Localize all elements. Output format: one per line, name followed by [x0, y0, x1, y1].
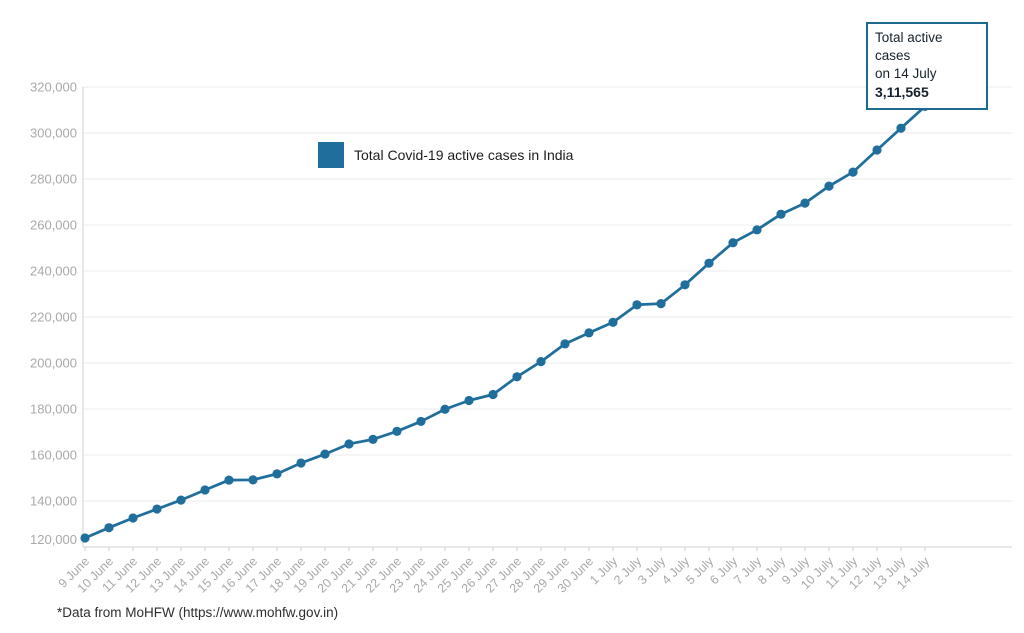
svg-text:300,000: 300,000 — [30, 126, 77, 141]
data-point — [848, 167, 858, 177]
annotation-line1: Total active cases — [875, 30, 943, 63]
data-point — [488, 389, 498, 400]
data-point — [152, 504, 162, 514]
annotation-value: 3,11,565 — [875, 84, 929, 101]
data-point — [584, 328, 594, 338]
svg-text:180,000: 180,000 — [30, 402, 77, 417]
legend: Total Covid-19 active cases in India — [318, 142, 573, 168]
svg-text:280,000: 280,000 — [30, 172, 77, 187]
gridlines — [83, 86, 1012, 548]
data-point — [776, 209, 786, 219]
data-point — [560, 339, 570, 349]
data-point — [224, 475, 234, 485]
data-point — [512, 372, 522, 382]
data-point — [632, 300, 642, 310]
data-source-footnote: *Data from MoHFW (https://www.mohfw.gov.… — [57, 605, 339, 620]
y-axis-labels: 120,000 140,000 160,000 180,000 200,000 220,0… — [30, 80, 77, 548]
data-point — [344, 439, 354, 449]
svg-text:260,000: 260,000 — [30, 218, 77, 233]
svg-text:120,000: 120,000 — [30, 532, 77, 547]
svg-text:200,000: 200,000 — [30, 356, 77, 371]
data-point — [128, 513, 138, 523]
data-point — [656, 299, 666, 309]
data-points — [80, 101, 930, 543]
data-point — [368, 434, 378, 444]
data-point — [680, 280, 690, 290]
svg-text:140,000: 140,000 — [30, 494, 77, 509]
svg-text:320,000: 320,000 — [30, 80, 77, 95]
data-point — [296, 458, 306, 468]
legend-label: Total Covid-19 active cases in India — [354, 147, 574, 163]
data-point — [320, 449, 330, 459]
data-point — [80, 533, 90, 543]
data-point — [176, 495, 186, 505]
data-line — [84, 105, 926, 540]
data-point — [752, 225, 762, 235]
legend-color-swatch — [318, 142, 344, 168]
data-point — [608, 317, 618, 327]
data-point — [200, 485, 210, 495]
annotation-line2: on 14 July — [875, 65, 937, 81]
svg-text:220,000: 220,000 — [30, 310, 77, 325]
x-axis-ticks — [84, 547, 926, 551]
data-point — [464, 395, 474, 406]
data-point — [728, 238, 738, 248]
svg-text:240,000: 240,000 — [30, 264, 77, 279]
data-point — [704, 258, 714, 268]
annotation-callout: Total active cases on 14 July 3,11,565 — [866, 22, 988, 110]
data-point — [272, 469, 282, 479]
data-point — [392, 426, 402, 436]
data-point — [896, 123, 906, 133]
data-point — [416, 416, 426, 427]
data-point — [872, 145, 882, 155]
data-point — [104, 523, 114, 533]
data-point — [248, 475, 258, 485]
data-point — [536, 357, 546, 367]
data-point — [800, 198, 810, 208]
data-point — [824, 181, 834, 191]
svg-text:160,000: 160,000 — [30, 448, 77, 463]
data-point — [440, 404, 450, 414]
